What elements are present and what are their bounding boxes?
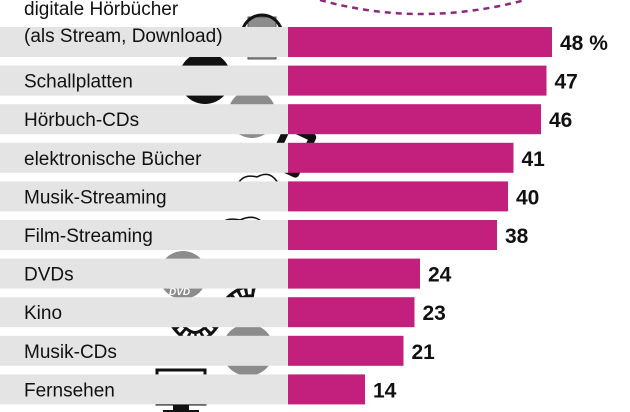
bar-row: Musik-CDs 21: [0, 335, 436, 366]
bar: [288, 220, 497, 250]
bar-row: Kino 23: [0, 297, 446, 328]
row-band: [0, 258, 288, 289]
row-band: [0, 220, 288, 250]
bar: [288, 374, 365, 405]
value-label: 24: [428, 264, 452, 287]
category-label: digitale Hörbücher: [24, 0, 179, 20]
value-label: 38: [505, 225, 529, 248]
value-label: 14: [373, 379, 397, 402]
bar: [288, 142, 514, 173]
row-band: [0, 297, 288, 328]
bar: [288, 181, 508, 212]
value-label: 48 %: [560, 32, 608, 55]
row-band: [0, 104, 288, 135]
category-label: Hörbuch-CDs: [24, 110, 139, 131]
bar-row: Musik-Streaming 40: [0, 181, 539, 212]
category-label: elektronische Bücher: [24, 149, 202, 170]
bar: [288, 335, 404, 366]
category-label: (als Stream, Download): [24, 26, 223, 47]
value-label: 23: [423, 302, 446, 325]
bar-row: Schallplatten 47: [0, 65, 578, 96]
value-label: 47: [555, 71, 578, 94]
category-label: Musik-CDs: [24, 342, 117, 363]
row-band: [0, 65, 288, 96]
bar: [288, 27, 552, 57]
category-label: Schallplatten: [24, 72, 133, 93]
category-label: Fernsehen: [24, 380, 115, 401]
value-label: 21: [412, 341, 436, 364]
value-label: 41: [522, 148, 546, 171]
category-label: DVDs: [24, 265, 74, 286]
category-label: Film-Streaming: [24, 226, 153, 247]
decorative-arc: [319, 0, 526, 16]
value-label: 46: [549, 109, 572, 132]
row-band: [0, 27, 288, 57]
svg-text:DVD: DVD: [169, 287, 190, 298]
bar-row: Hörbuch-CDs 46: [0, 104, 572, 135]
bar: [288, 104, 541, 135]
category-label: Kino: [24, 303, 62, 324]
bar: [288, 297, 415, 328]
row-band: [0, 181, 288, 212]
bar-row: Fernsehen 14: [0, 374, 397, 405]
row-band: [0, 142, 288, 173]
bar-row: elektronische Bücher 41: [0, 142, 546, 173]
row-band: [0, 335, 288, 366]
bar-row: digitale Hörbücher (als Stream, Download)…: [0, 0, 608, 57]
bar-row: DVDs 24: [0, 258, 452, 289]
bar: [288, 65, 547, 96]
value-label: 40: [516, 186, 539, 209]
category-label: Musik-Streaming: [24, 187, 167, 208]
bar: [288, 258, 420, 289]
bar-row: Film-Streaming 38: [0, 220, 529, 250]
row-band: [0, 374, 288, 405]
